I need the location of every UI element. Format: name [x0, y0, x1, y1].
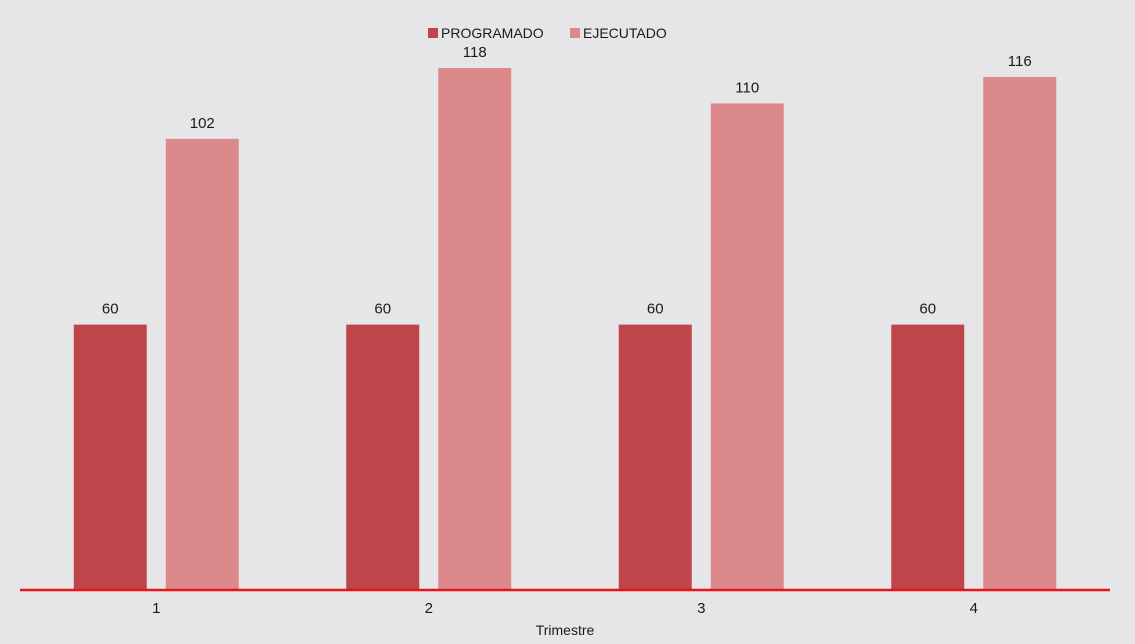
x-tick-label-1: 1 [152, 600, 160, 617]
data-label-ejecutado-4: 116 [1008, 53, 1032, 70]
data-label-ejecutado-1: 102 [190, 115, 215, 132]
bar-programado-4 [891, 324, 965, 590]
data-labels: 60 102 60 118 60 110 60 116 [102, 44, 1032, 318]
data-label-programado-2: 60 [374, 301, 391, 318]
bar-programado-3 [618, 324, 692, 590]
x-tick-labels: 1 2 3 4 [152, 600, 978, 617]
x-tick-label-4: 4 [970, 600, 978, 617]
legend: PROGRAMADO EJECUTADO [428, 25, 667, 41]
legend-swatch-ejecutado [570, 28, 580, 38]
bar-ejecutado-2 [438, 68, 512, 591]
data-label-programado-4: 60 [919, 301, 936, 318]
data-label-ejecutado-2: 118 [463, 44, 487, 61]
bars [73, 68, 1057, 591]
x-tick-label-2: 2 [425, 600, 433, 617]
legend-label-programado: PROGRAMADO [441, 25, 544, 41]
legend-swatch-programado [428, 28, 438, 38]
bar-ejecutado-3 [710, 103, 784, 590]
data-label-programado-1: 60 [102, 301, 119, 318]
data-label-ejecutado-3: 110 [735, 79, 759, 96]
data-label-programado-3: 60 [647, 301, 664, 318]
bar-programado-2 [346, 324, 420, 590]
bar-programado-1 [73, 324, 147, 590]
bar-ejecutado-4 [983, 76, 1057, 590]
legend-label-ejecutado: EJECUTADO [583, 25, 667, 41]
x-tick-label-3: 3 [697, 600, 705, 617]
bar-ejecutado-1 [165, 138, 239, 590]
x-axis-title: Trimestre [536, 622, 595, 638]
